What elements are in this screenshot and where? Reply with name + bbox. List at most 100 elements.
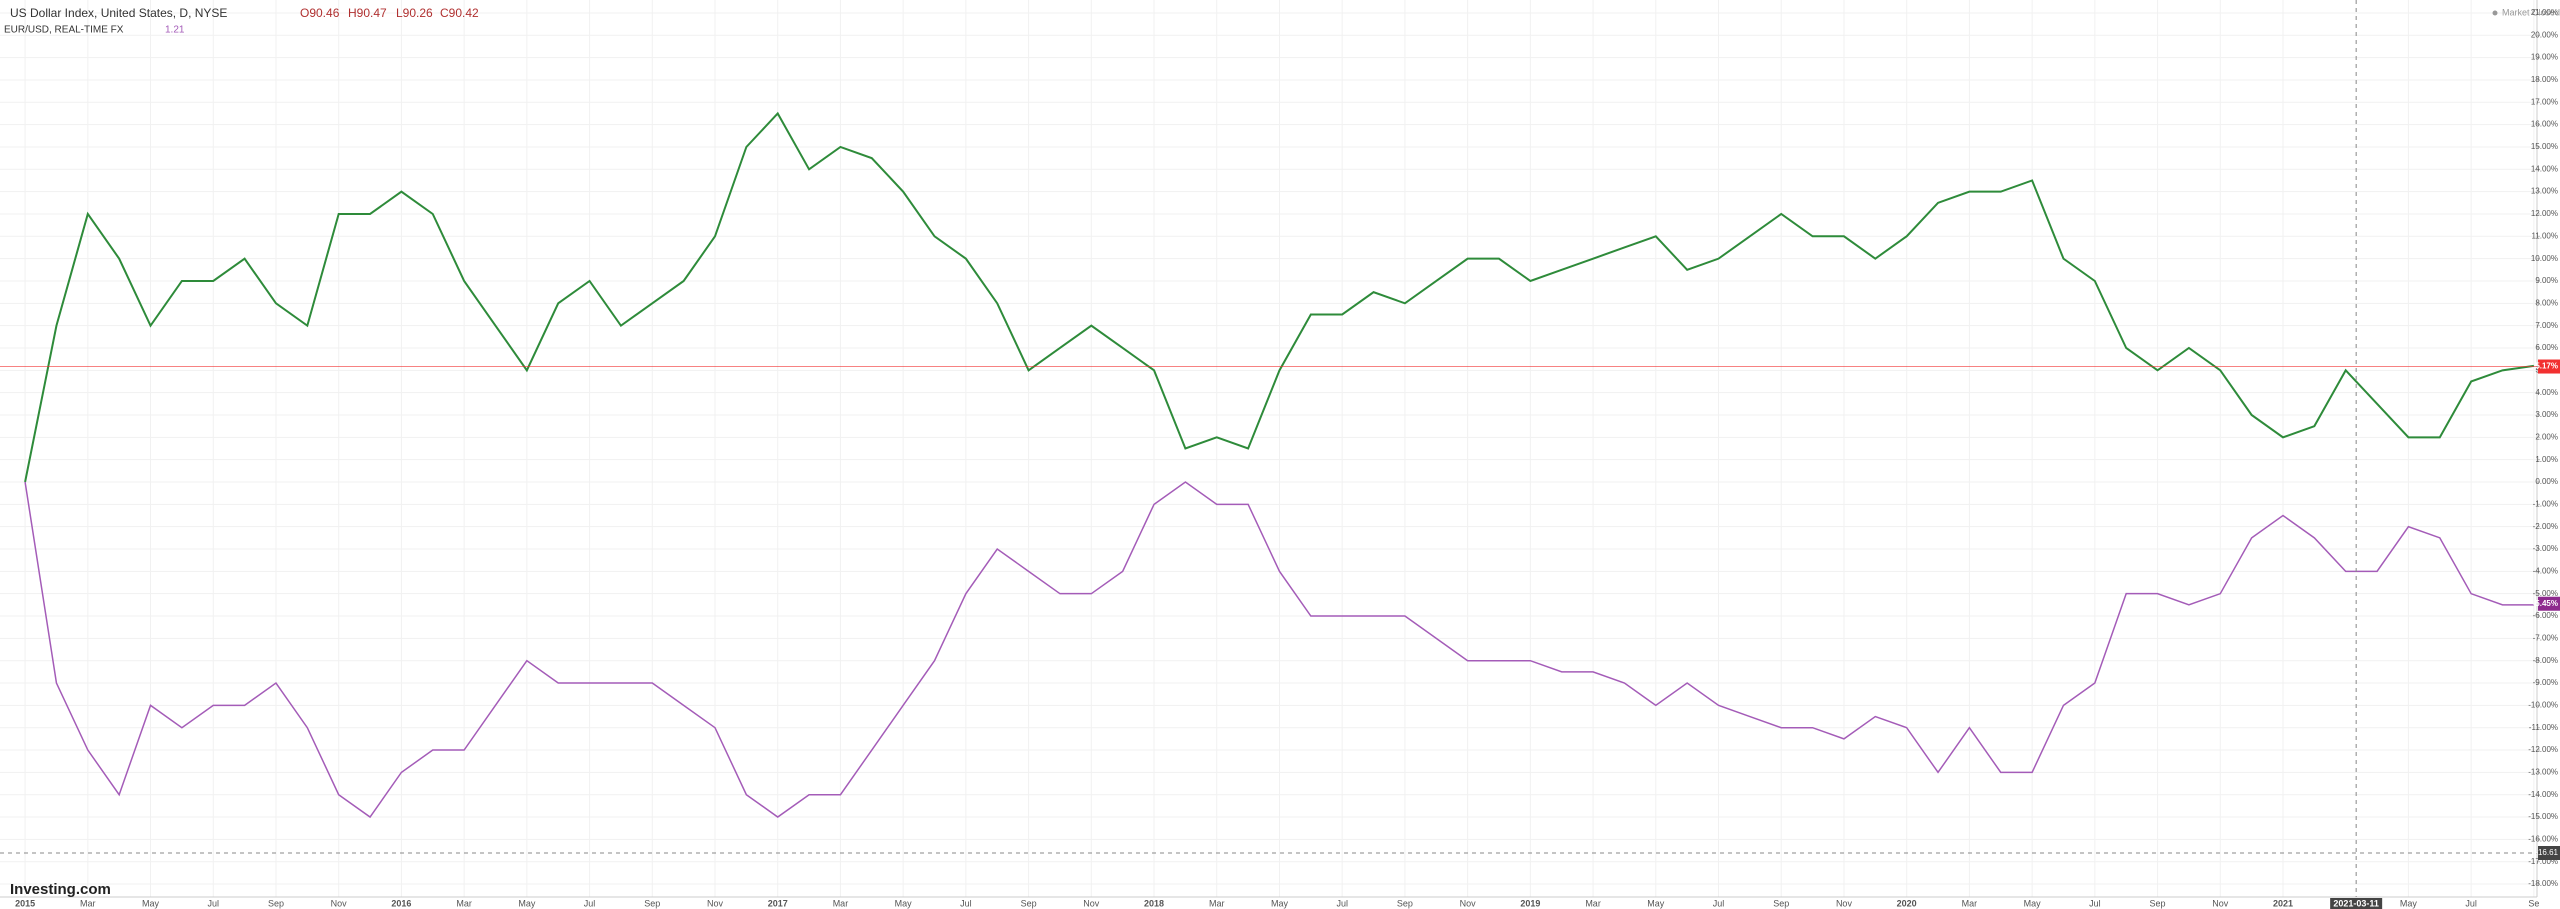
plot bbox=[24, 111, 2535, 819]
y-tick-label: -15.00% bbox=[2528, 812, 2558, 821]
x-tick-label: Jul bbox=[2089, 898, 2101, 908]
y-tick-label: 7.00% bbox=[2535, 321, 2558, 330]
x-tick-label: Mar bbox=[1962, 898, 1978, 908]
x-tick-label: 2019 bbox=[1520, 898, 1540, 908]
title: US Dollar Index, United States, D, NYSE bbox=[10, 6, 227, 20]
y-tick-label: 2.00% bbox=[2535, 432, 2558, 441]
close: C90.42 bbox=[440, 6, 479, 20]
x-tick-label: Nov bbox=[331, 898, 348, 908]
x-tick-label: Sep bbox=[1773, 898, 1789, 908]
x-tick-label: May bbox=[142, 898, 160, 908]
y-tick-label: 12.00% bbox=[2531, 209, 2558, 218]
x-tick-label: Jul bbox=[1713, 898, 1725, 908]
x-tick-label: 2017 bbox=[768, 898, 788, 908]
x-tick-label: Mar bbox=[1585, 898, 1601, 908]
y-tick-label: -4.00% bbox=[2533, 566, 2558, 575]
series-line bbox=[24, 481, 2534, 819]
x-tick-label: Sep bbox=[1397, 898, 1413, 908]
x-tick-label: May bbox=[1271, 898, 1289, 908]
x-tick-label: Jul bbox=[1336, 898, 1348, 908]
x-tick-label: Mar bbox=[833, 898, 849, 908]
y-tick-label: 10.00% bbox=[2531, 254, 2558, 263]
y-tick-label: -3.00% bbox=[2533, 544, 2558, 553]
crosshair-x-box bbox=[2330, 898, 2383, 909]
y-tick-label: -9.00% bbox=[2533, 678, 2558, 687]
y-tick-label: 15.00% bbox=[2531, 142, 2558, 151]
x-tick-label: Jul bbox=[584, 898, 596, 908]
x-tick-label: Sep bbox=[644, 898, 660, 908]
x-tick-label: Jul bbox=[960, 898, 972, 908]
y-tick-label: -1.00% bbox=[2533, 499, 2558, 508]
y-tick-label: 6.00% bbox=[2535, 343, 2558, 352]
x-tick-label: 2016 bbox=[391, 898, 411, 908]
y-tick-label: 4.00% bbox=[2535, 388, 2558, 397]
second-title: EUR/USD, REAL-TIME FX bbox=[4, 25, 124, 36]
y-tick-label: -16.00% bbox=[2528, 834, 2558, 843]
y-tick-label: 0.00% bbox=[2535, 477, 2558, 486]
status: Market Closed bbox=[2502, 7, 2560, 17]
y-tick-label: -2.00% bbox=[2533, 522, 2558, 531]
crosshair-y-label: -16.61 bbox=[2535, 848, 2558, 857]
series-line bbox=[24, 111, 2535, 483]
grid bbox=[0, 0, 2537, 897]
x-tick-label: May bbox=[2024, 898, 2042, 908]
x-tick-label: Nov bbox=[1083, 898, 1100, 908]
x-tick-label: 2021 bbox=[2273, 898, 2293, 908]
y-tick-label: -5.00% bbox=[2533, 589, 2558, 598]
y-tick-label: 19.00% bbox=[2531, 53, 2558, 62]
x-tick-label: Mar bbox=[456, 898, 472, 908]
y-tick-label: -17.00% bbox=[2528, 857, 2558, 866]
x-tick-label: Jul bbox=[2465, 898, 2477, 908]
y-tick-label: -7.00% bbox=[2533, 633, 2558, 642]
y-tick-label: -8.00% bbox=[2533, 656, 2558, 665]
y-tick-label: 21.00% bbox=[2531, 8, 2558, 17]
x-tick-label: 2018 bbox=[1144, 898, 1164, 908]
y-tick-label: -6.00% bbox=[2533, 611, 2558, 620]
x-tick-label: Sep bbox=[1021, 898, 1037, 908]
y-tick-label: 9.00% bbox=[2535, 276, 2558, 285]
open: O90.46 bbox=[300, 6, 340, 20]
price-label: -5.45% bbox=[2533, 599, 2558, 608]
x-tick-label: May bbox=[895, 898, 913, 908]
y-tick-label: -14.00% bbox=[2528, 790, 2558, 799]
y-tick-label: 3.00% bbox=[2535, 410, 2558, 419]
y-tick-label: 16.00% bbox=[2531, 120, 2558, 129]
y-tick-label: -13.00% bbox=[2528, 767, 2558, 776]
y-tick-label: 13.00% bbox=[2531, 187, 2558, 196]
y-tick-label: 11.00% bbox=[2531, 231, 2558, 240]
y-tick-label: 18.00% bbox=[2531, 75, 2558, 84]
y-tick-label: 20.00% bbox=[2531, 30, 2558, 39]
x-tick-label: Mar bbox=[80, 898, 96, 908]
x-tick-label: Sep bbox=[2150, 898, 2166, 908]
status-dot bbox=[2492, 10, 2498, 16]
price-box bbox=[2538, 596, 2560, 611]
high: H90.47 bbox=[348, 6, 387, 20]
x-tick-label: Sep bbox=[268, 898, 284, 908]
y-tick-label: 17.00% bbox=[2531, 97, 2558, 106]
logo: Investing.com bbox=[10, 881, 111, 898]
price-label: 5.17% bbox=[2535, 362, 2558, 371]
y-tick-label: 14.00% bbox=[2531, 164, 2558, 173]
y-tick-label: -10.00% bbox=[2528, 700, 2558, 709]
y-tick-label: -12.00% bbox=[2528, 745, 2558, 754]
y-tick-label: 1.00% bbox=[2535, 455, 2558, 464]
x-tick-label: Nov bbox=[2212, 898, 2229, 908]
x-tick-label: Mar bbox=[1209, 898, 1225, 908]
y-tick-label: 8.00% bbox=[2535, 298, 2558, 307]
low: L90.26 bbox=[396, 6, 433, 20]
x-tick-label: May bbox=[518, 898, 536, 908]
x-tick-label: Nov bbox=[707, 898, 724, 908]
y-tick-label: -11.00% bbox=[2529, 723, 2558, 732]
x-tick-label: 2015 bbox=[15, 898, 35, 908]
x-tick-label: Nov bbox=[1460, 898, 1477, 908]
x-tick-label: 2020 bbox=[1897, 898, 1917, 908]
second-value: 1.21 bbox=[165, 25, 185, 36]
y-tick-label: -18.00% bbox=[2528, 879, 2558, 888]
crosshair-x-label: 2021-03-11 bbox=[2333, 898, 2379, 908]
x-tick-label: Jul bbox=[207, 898, 219, 908]
price-box bbox=[2538, 359, 2560, 374]
x-tick-label: Se bbox=[2528, 898, 2539, 908]
crosshair-y-box bbox=[2538, 845, 2560, 860]
x-tick-label: May bbox=[2400, 898, 2418, 908]
